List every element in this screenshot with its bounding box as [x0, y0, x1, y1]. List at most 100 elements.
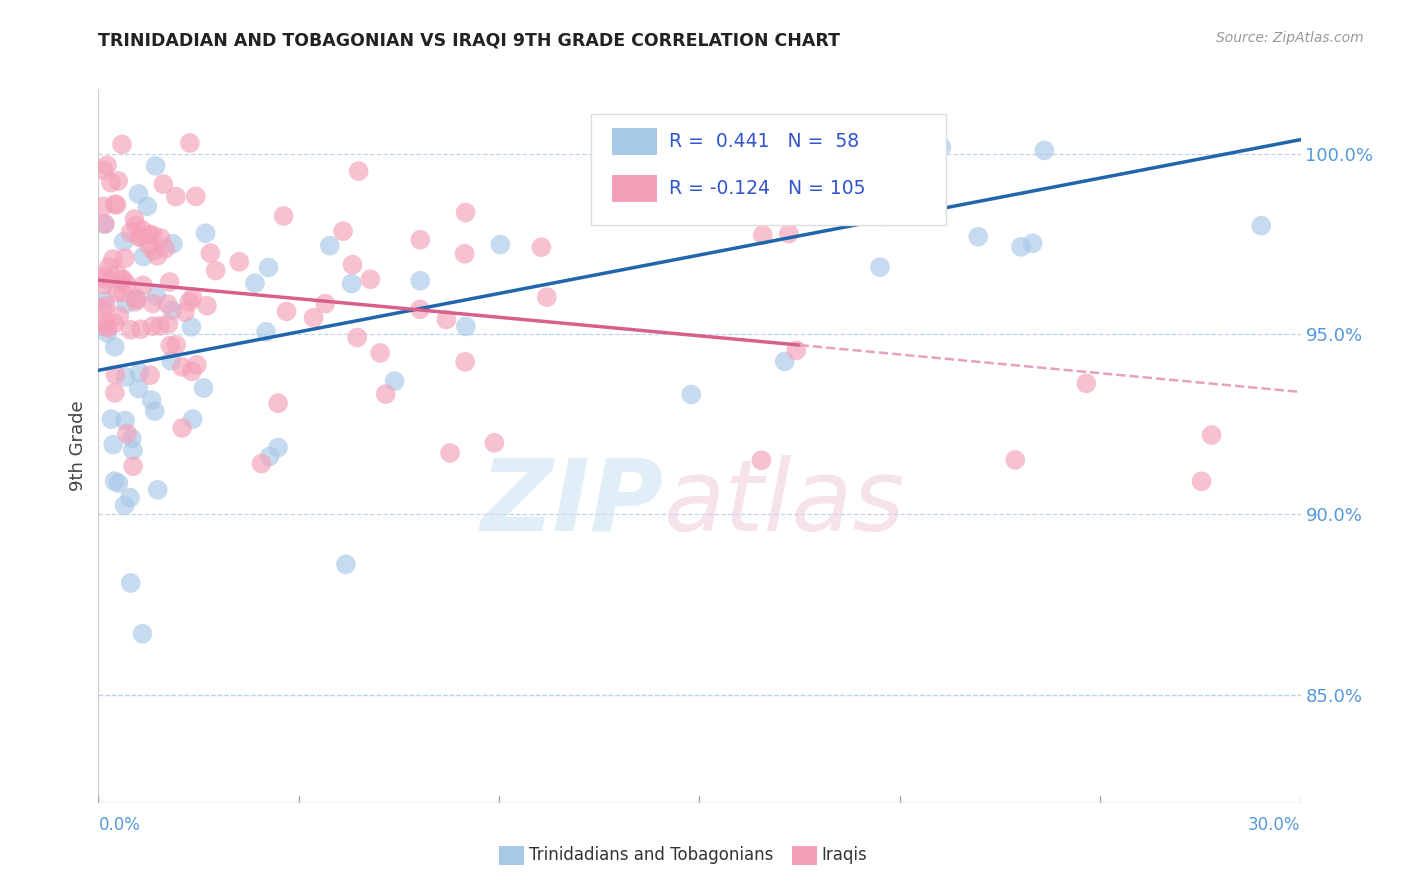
Point	[96, 158, 118, 172]
Point	[104, 340, 127, 354]
Point	[785, 343, 807, 358]
Point	[314, 296, 336, 310]
Point	[160, 303, 183, 318]
Point	[138, 238, 160, 252]
Point	[160, 354, 183, 368]
Point	[454, 205, 477, 219]
Point	[129, 230, 152, 244]
Point	[778, 227, 800, 241]
Point	[319, 238, 342, 252]
Point	[104, 474, 127, 488]
Point	[200, 246, 222, 260]
Point	[98, 260, 121, 274]
Point	[120, 226, 142, 240]
Point	[129, 322, 152, 336]
Point	[257, 260, 280, 275]
Point	[115, 297, 138, 311]
Point	[159, 338, 181, 352]
Point	[125, 291, 148, 305]
Text: 30.0%: 30.0%	[1249, 816, 1301, 834]
FancyBboxPatch shape	[612, 175, 658, 202]
Point	[454, 319, 477, 334]
Point	[340, 277, 363, 291]
Point	[142, 244, 165, 258]
Point	[1010, 240, 1032, 254]
Point	[91, 199, 114, 213]
Point	[681, 387, 703, 401]
Point	[267, 441, 290, 455]
Point	[122, 459, 145, 474]
Point	[276, 304, 298, 318]
Point	[93, 268, 115, 283]
Point	[149, 231, 172, 245]
Point	[107, 268, 129, 282]
Point	[124, 219, 146, 233]
Point	[142, 296, 165, 310]
Point	[1201, 428, 1223, 442]
Point	[128, 186, 150, 201]
Point	[165, 189, 187, 203]
Point	[1191, 475, 1213, 489]
Point	[193, 381, 215, 395]
Point	[105, 198, 128, 212]
Point	[120, 323, 142, 337]
Point	[181, 412, 204, 426]
Point	[111, 137, 134, 152]
Point	[104, 368, 127, 382]
Point	[124, 294, 146, 309]
Text: Iraqis: Iraqis	[821, 846, 868, 863]
Point	[115, 426, 138, 441]
Point	[454, 355, 477, 369]
Point	[100, 176, 122, 190]
Point	[115, 277, 138, 292]
Point	[128, 366, 150, 380]
Point	[453, 247, 475, 261]
Point	[114, 413, 136, 427]
Point	[172, 359, 194, 374]
Point	[181, 290, 204, 304]
Point	[120, 491, 142, 505]
Point	[94, 217, 117, 231]
Point	[108, 309, 131, 323]
Point	[142, 228, 165, 243]
Text: Source: ZipAtlas.com: Source: ZipAtlas.com	[1216, 31, 1364, 45]
Point	[180, 364, 202, 378]
Point	[112, 272, 135, 286]
Point	[143, 404, 166, 418]
Point	[107, 174, 129, 188]
Point	[136, 199, 159, 213]
Point	[121, 432, 143, 446]
Point	[342, 258, 364, 272]
Point	[1033, 144, 1056, 158]
Point	[122, 443, 145, 458]
Point	[409, 274, 432, 288]
Point	[434, 312, 457, 326]
Point	[195, 299, 218, 313]
Point	[146, 249, 169, 263]
Point	[157, 317, 180, 331]
Point	[173, 305, 195, 319]
Point	[97, 321, 120, 335]
Point	[165, 338, 187, 352]
Text: R =  0.441   N =  58: R = 0.441 N = 58	[669, 132, 859, 151]
Point	[439, 446, 461, 460]
Point	[93, 163, 115, 178]
Point	[259, 450, 281, 464]
Point	[93, 277, 115, 292]
Point	[114, 499, 136, 513]
Point	[1076, 376, 1098, 391]
Point	[752, 227, 775, 242]
Point	[132, 278, 155, 293]
Point	[250, 457, 273, 471]
Point	[267, 396, 290, 410]
Point	[152, 177, 174, 191]
FancyBboxPatch shape	[592, 114, 946, 225]
Point	[91, 301, 114, 315]
Point	[536, 290, 558, 304]
Point	[104, 317, 127, 331]
Text: R = -0.124   N = 105: R = -0.124 N = 105	[669, 179, 866, 198]
Text: Trinidadians and Tobagonians: Trinidadians and Tobagonians	[529, 846, 773, 863]
Point	[186, 358, 208, 372]
Point	[1021, 236, 1043, 251]
Text: ZIP: ZIP	[481, 455, 664, 551]
